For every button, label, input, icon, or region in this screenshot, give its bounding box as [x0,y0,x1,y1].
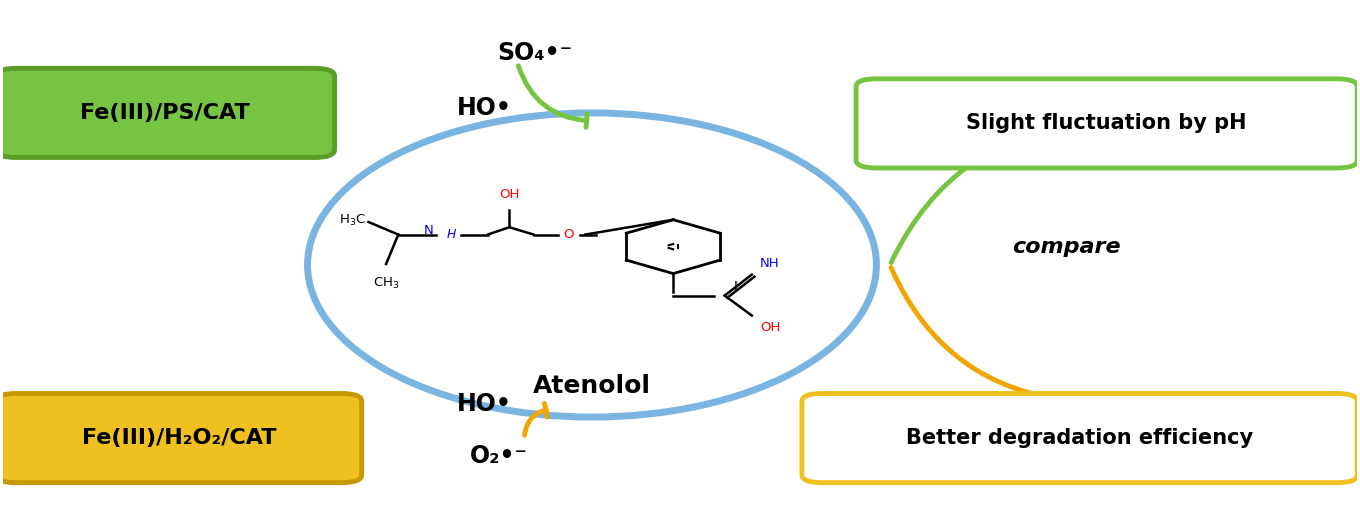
Text: CH$_3$: CH$_3$ [373,276,400,290]
Text: Atenolol: Atenolol [533,374,651,398]
Text: compare: compare [1012,236,1121,257]
Text: SO₄•⁻: SO₄•⁻ [498,41,573,65]
FancyBboxPatch shape [0,68,335,157]
FancyBboxPatch shape [802,393,1357,483]
FancyBboxPatch shape [0,393,362,483]
Text: Better degradation efficiency: Better degradation efficiency [906,428,1253,448]
FancyBboxPatch shape [855,79,1357,168]
Text: $\|$: $\|$ [733,279,738,292]
Text: O₂•⁻: O₂•⁻ [471,445,528,469]
Text: OH: OH [499,188,520,201]
Text: HO•: HO• [457,392,511,416]
Text: Slight fluctuation by pH: Slight fluctuation by pH [967,113,1247,134]
Text: H$_3$C: H$_3$C [339,213,366,228]
Text: HO•: HO• [457,96,511,120]
Text: O: O [563,228,574,241]
Text: NH: NH [760,258,779,270]
Text: Fe(III)/PS/CAT: Fe(III)/PS/CAT [80,103,250,123]
Text: Fe(III)/H₂O₂/CAT: Fe(III)/H₂O₂/CAT [82,428,276,448]
Text: N: N [424,224,434,237]
Text: H: H [447,228,457,241]
Text: OH: OH [760,321,781,334]
